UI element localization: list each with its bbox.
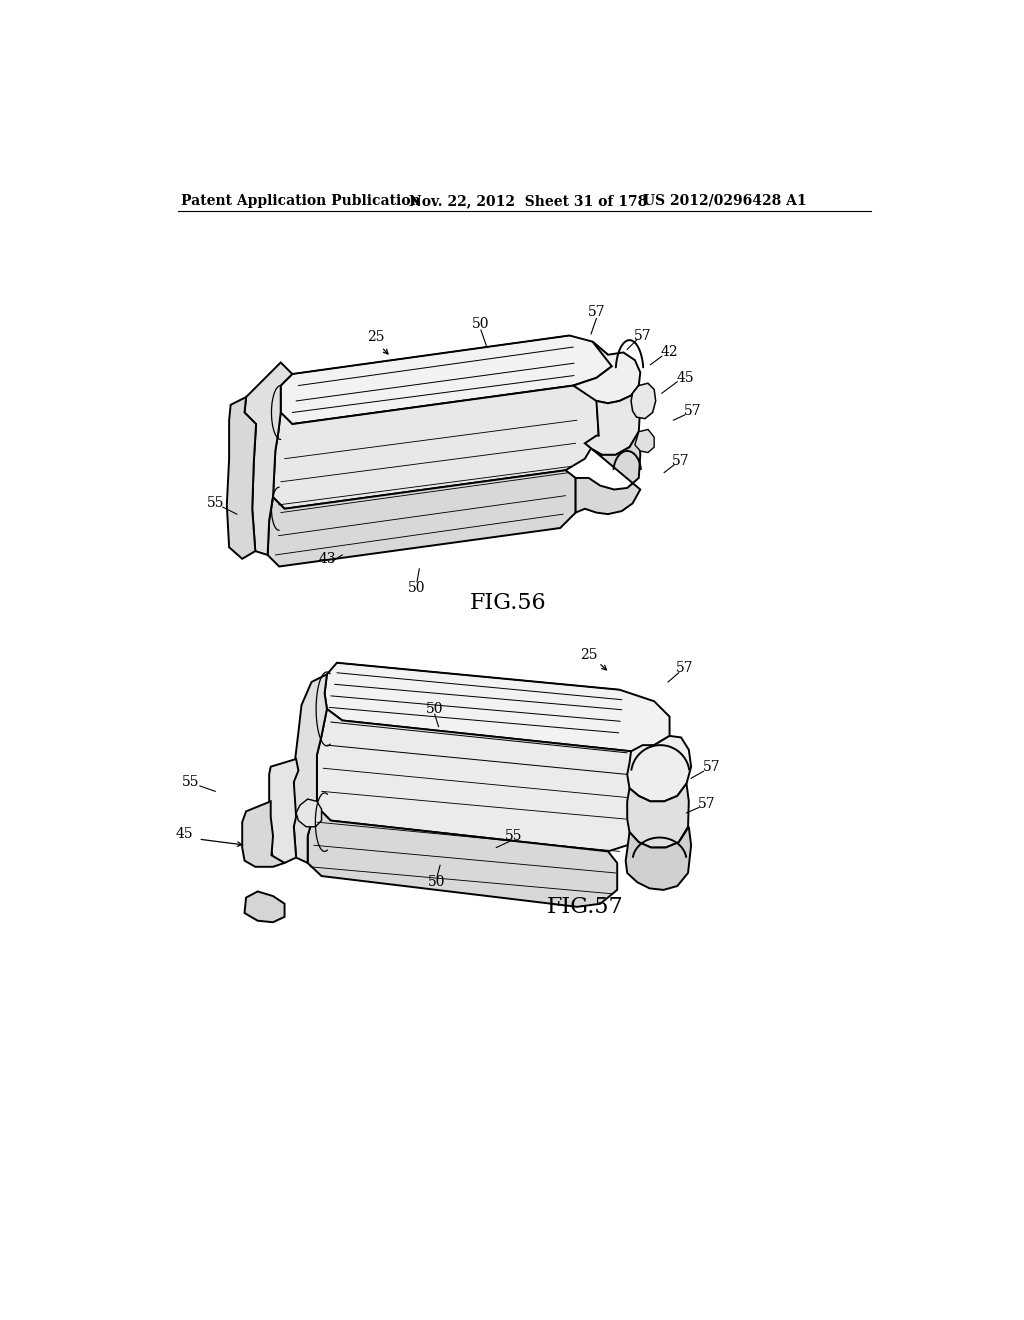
Polygon shape [294,675,327,863]
Polygon shape [296,799,322,826]
Text: 25: 25 [367,330,384,345]
Text: 45: 45 [676,371,694,385]
Polygon shape [325,663,670,751]
Text: 57: 57 [697,797,716,810]
Polygon shape [628,784,689,847]
Polygon shape [628,737,691,801]
Text: 57: 57 [634,329,651,342]
Polygon shape [226,397,256,558]
Text: 25: 25 [580,648,597,663]
Text: 50: 50 [472,317,489,331]
Text: 50: 50 [428,875,445,890]
Text: 57: 57 [684,404,701,418]
Text: 42: 42 [660,346,678,359]
Text: 55: 55 [505,829,523,843]
Polygon shape [631,383,655,418]
Text: Nov. 22, 2012  Sheet 31 of 178: Nov. 22, 2012 Sheet 31 of 178 [410,194,647,207]
Polygon shape [267,470,575,566]
Polygon shape [316,709,643,851]
Polygon shape [573,342,640,404]
Text: 57: 57 [588,305,605,319]
Text: US 2012/0296428 A1: US 2012/0296428 A1 [643,194,806,207]
Text: Patent Application Publication: Patent Application Publication [180,194,420,207]
Text: 45: 45 [176,828,194,841]
Polygon shape [273,385,599,508]
Text: 50: 50 [409,581,426,595]
Text: 50: 50 [426,702,443,715]
Text: 55: 55 [207,496,224,511]
Polygon shape [281,335,611,424]
Text: 43: 43 [318,552,336,566]
Polygon shape [635,429,654,453]
Text: 57: 57 [676,661,694,675]
Polygon shape [575,432,640,515]
Polygon shape [243,801,285,867]
Text: FIG.57: FIG.57 [547,896,624,917]
Polygon shape [626,826,691,890]
Polygon shape [585,385,640,455]
Polygon shape [245,363,292,554]
Polygon shape [307,807,617,907]
Text: 55: 55 [182,775,200,789]
Text: 57: 57 [673,454,690,469]
Text: 57: 57 [703,760,721,774]
Text: FIG.56: FIG.56 [470,593,546,615]
Polygon shape [245,891,285,923]
Polygon shape [269,759,298,863]
